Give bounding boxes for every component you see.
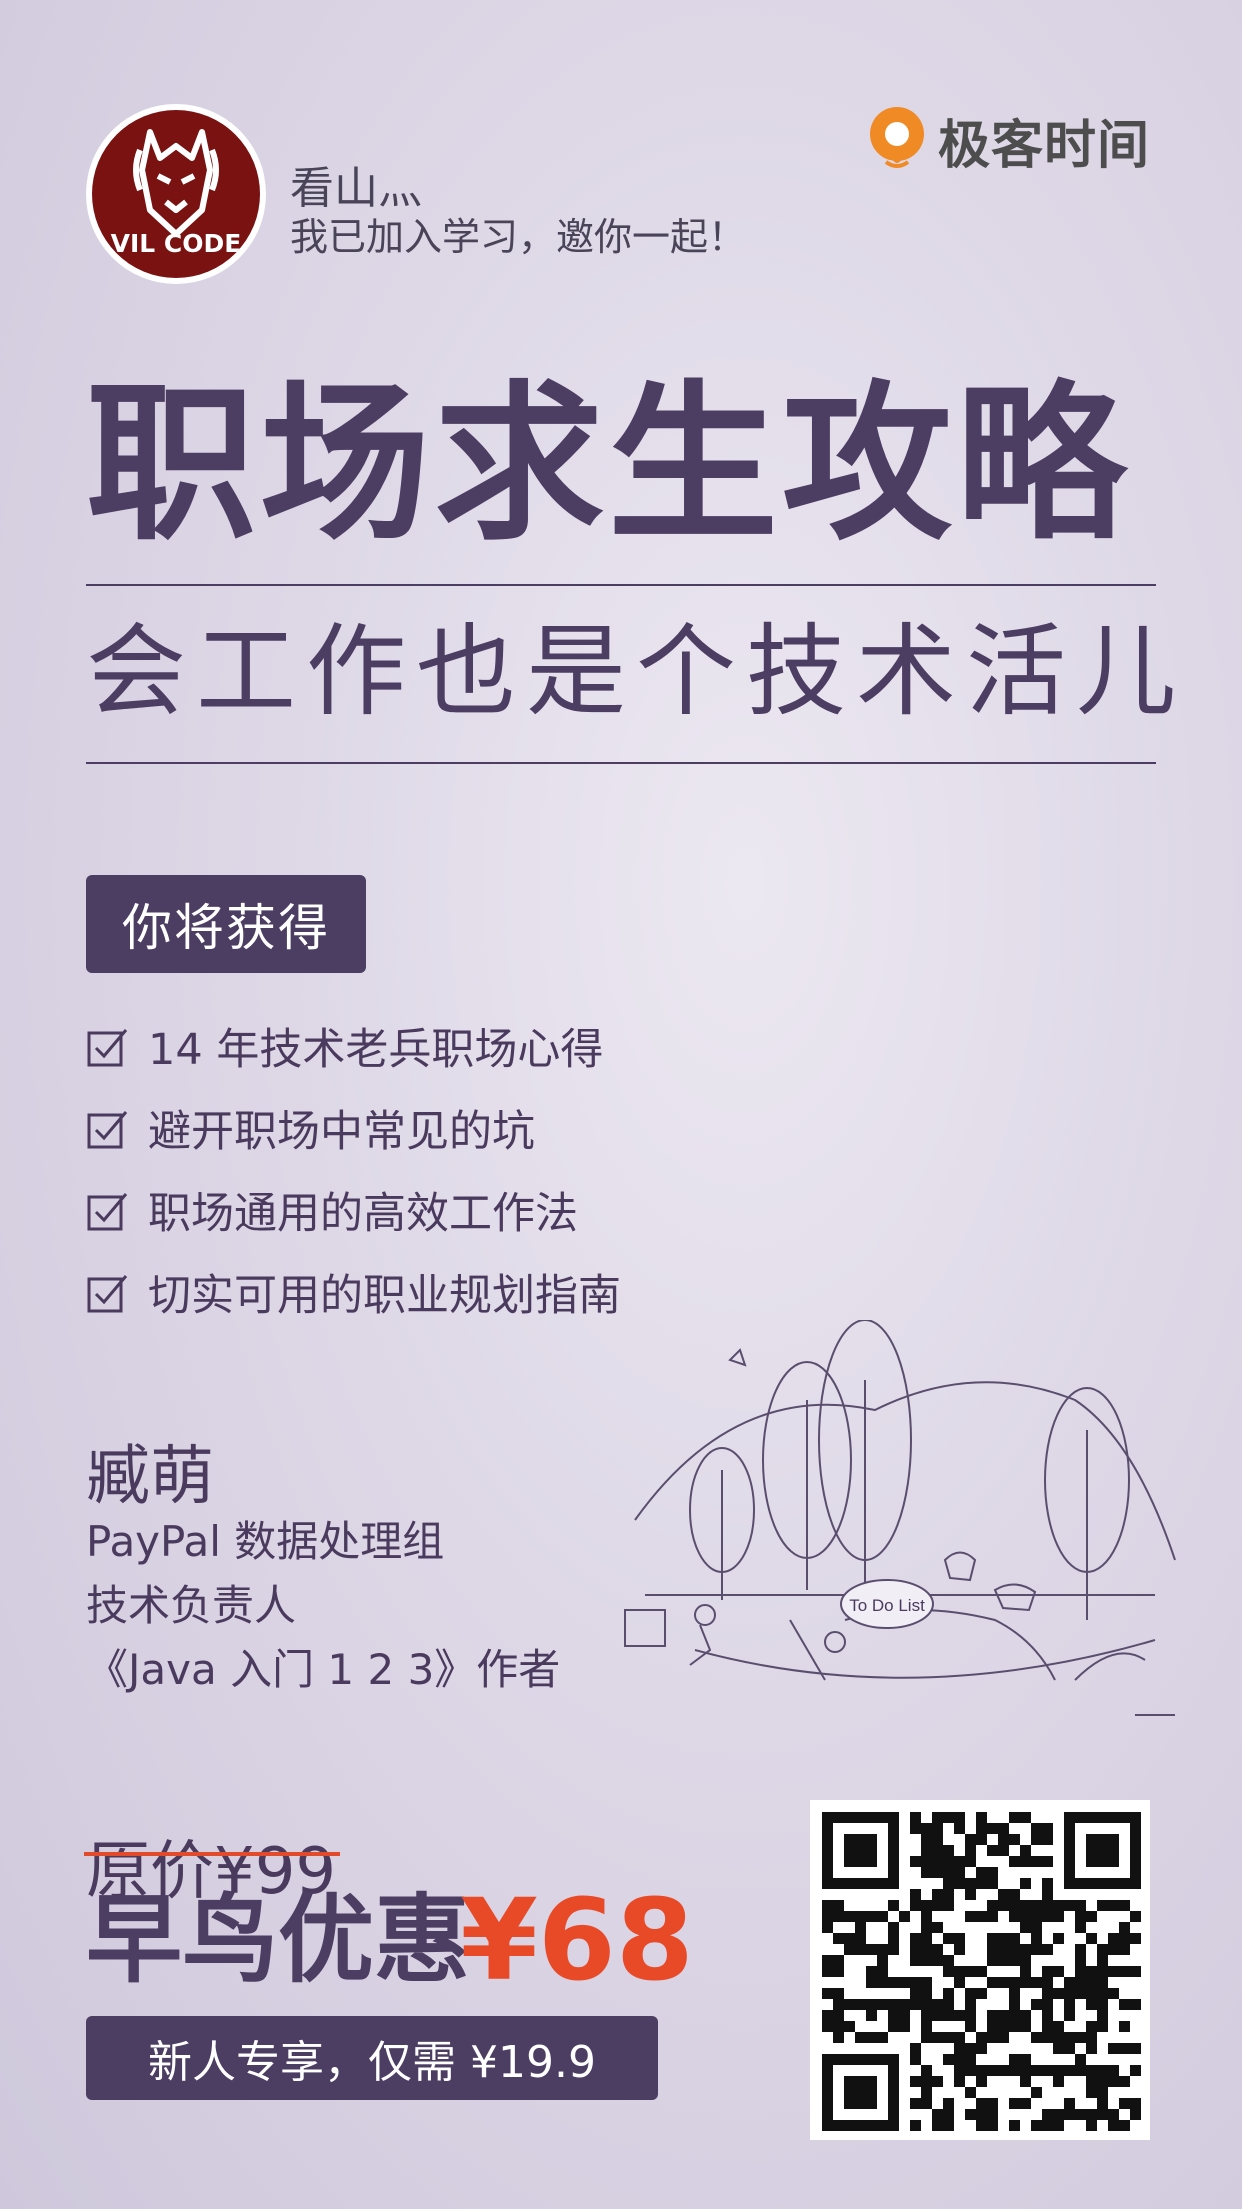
- price-strikethrough: [84, 1852, 340, 1856]
- forest-illustration: To Do List: [624, 1320, 1176, 1716]
- avatar-logo: VIL CODE: [92, 110, 260, 278]
- divider-top: [86, 584, 1156, 586]
- gain-text: 避开职场中常见的坑: [148, 1107, 535, 1157]
- list-item: 14 年技术老兵职场心得: [86, 1005, 621, 1087]
- author-name: 臧萌: [86, 1440, 214, 1514]
- avatar: VIL CODE: [86, 104, 266, 284]
- brand-name: 极客时间: [938, 115, 1151, 176]
- early-bird-price: ¥68: [460, 1876, 694, 2006]
- newbie-offer-button[interactable]: 新人专享，仅需 ¥19.9: [86, 2016, 658, 2100]
- gains-tag: 你将获得: [86, 875, 366, 973]
- user-name: 看山灬: [290, 163, 422, 214]
- original-price: 原价¥99: [86, 1835, 337, 1909]
- gains-list: 14 年技术老兵职场心得 避开职场中常见的坑 职场通用的高效工作法 切实可用的职…: [86, 1005, 621, 1333]
- checkbox-checked-icon: [87, 1029, 128, 1067]
- list-item: 避开职场中常见的坑: [86, 1087, 621, 1169]
- list-item: 职场通用的高效工作法: [86, 1169, 621, 1251]
- gain-text: 14 年技术老兵职场心得: [148, 1025, 604, 1075]
- course-title: 职场求生攻略: [86, 366, 1131, 564]
- author-line: 《Java 入门 1 2 3》作者: [86, 1645, 561, 1694]
- list-item: 切实可用的职业规划指南: [86, 1251, 621, 1333]
- demon-mask-icon: [133, 129, 219, 237]
- early-bird-label: 早鸟优惠: [86, 1884, 470, 1996]
- geektime-logo-icon: [870, 107, 924, 168]
- author-line: PayPal 数据处理组: [86, 1517, 445, 1566]
- qr-code-icon: [822, 1812, 1141, 2131]
- gain-text: 职场通用的高效工作法: [148, 1189, 578, 1239]
- course-subtitle: 会工作也是个技术活儿: [86, 613, 1186, 730]
- divider-bottom: [86, 762, 1156, 764]
- author-line: 技术负责人: [86, 1581, 297, 1630]
- avatar-text: VIL CODE: [110, 229, 242, 258]
- checkbox-checked-icon: [87, 1193, 128, 1231]
- todo-sign-text: To Do List: [849, 1596, 925, 1615]
- checkbox-checked-icon: [87, 1111, 128, 1149]
- brand-logo: 极客时间: [866, 100, 1150, 180]
- gain-text: 切实可用的职业规划指南: [148, 1271, 621, 1321]
- invite-text: 我已加入学习，邀你一起！: [290, 215, 747, 259]
- checkbox-checked-icon: [87, 1275, 128, 1313]
- qr-code[interactable]: [810, 1800, 1150, 2140]
